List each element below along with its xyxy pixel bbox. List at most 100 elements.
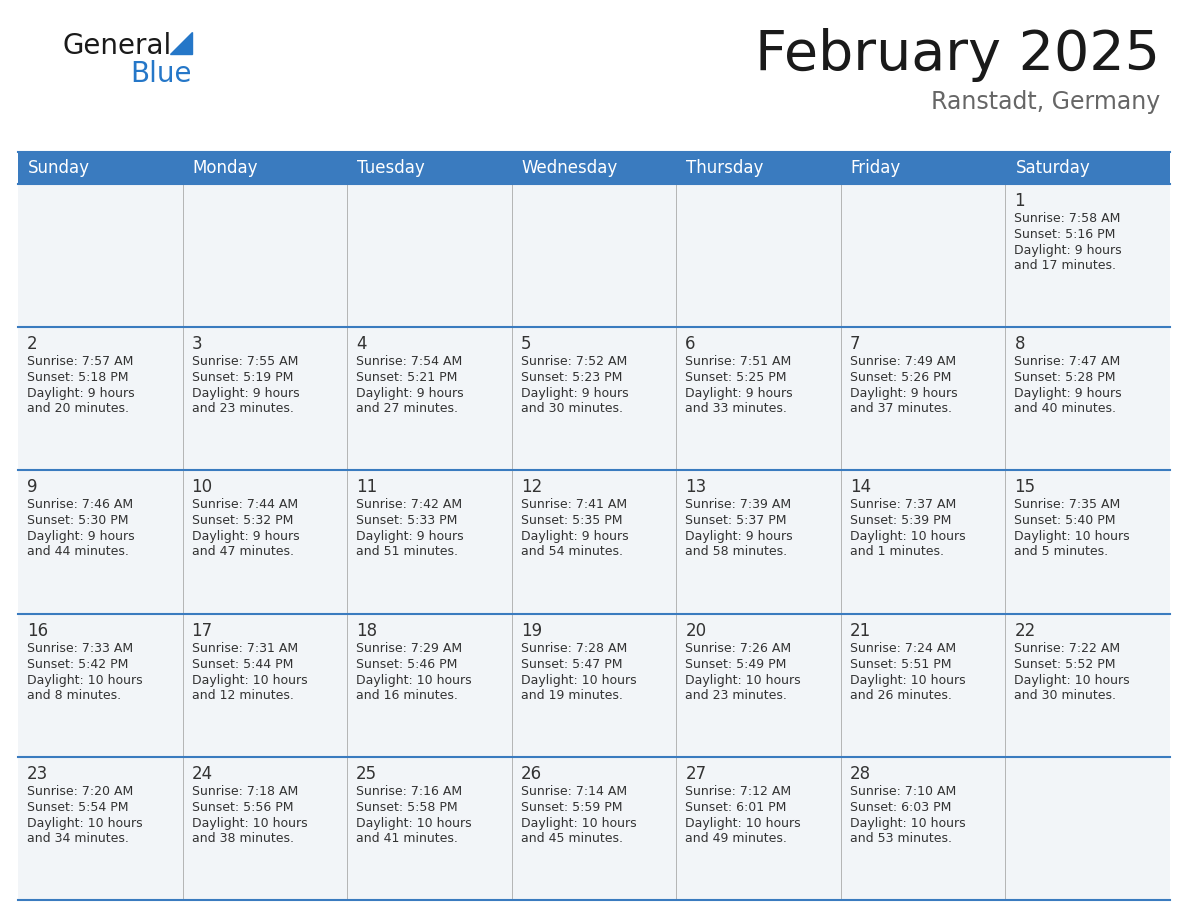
Text: 2: 2 xyxy=(27,335,38,353)
Bar xyxy=(18,756,183,900)
Text: Sunrise: 7:58 AM: Sunrise: 7:58 AM xyxy=(1015,212,1120,225)
Bar xyxy=(183,756,347,900)
Text: Daylight: 10 hours: Daylight: 10 hours xyxy=(520,674,637,687)
Text: Sunrise: 7:18 AM: Sunrise: 7:18 AM xyxy=(191,785,298,798)
Text: Sunrise: 7:37 AM: Sunrise: 7:37 AM xyxy=(849,498,956,511)
Bar xyxy=(347,756,512,900)
Text: Sunset: 5:59 PM: Sunset: 5:59 PM xyxy=(520,800,623,813)
Text: Sunset: 5:52 PM: Sunset: 5:52 PM xyxy=(1015,657,1116,671)
Text: Daylight: 10 hours: Daylight: 10 hours xyxy=(849,674,966,687)
Text: Sunset: 5:47 PM: Sunset: 5:47 PM xyxy=(520,657,623,671)
Text: and 27 minutes.: and 27 minutes. xyxy=(356,402,459,415)
Text: Sunrise: 7:44 AM: Sunrise: 7:44 AM xyxy=(191,498,298,511)
Text: Sunset: 5:37 PM: Sunset: 5:37 PM xyxy=(685,514,786,528)
Bar xyxy=(183,470,347,613)
Text: Sunset: 5:35 PM: Sunset: 5:35 PM xyxy=(520,514,623,528)
Text: Sunrise: 7:57 AM: Sunrise: 7:57 AM xyxy=(27,355,133,368)
Text: Daylight: 10 hours: Daylight: 10 hours xyxy=(849,531,966,543)
Text: Sunrise: 7:10 AM: Sunrise: 7:10 AM xyxy=(849,785,956,798)
Text: and 54 minutes.: and 54 minutes. xyxy=(520,545,623,558)
Bar xyxy=(1005,184,1170,327)
Bar xyxy=(676,184,841,327)
Text: 23: 23 xyxy=(27,765,49,783)
Text: Sunset: 5:26 PM: Sunset: 5:26 PM xyxy=(849,371,952,385)
Text: Daylight: 9 hours: Daylight: 9 hours xyxy=(27,531,134,543)
Bar xyxy=(841,184,1005,327)
Bar xyxy=(512,152,676,184)
Text: Sunrise: 7:20 AM: Sunrise: 7:20 AM xyxy=(27,785,133,798)
Text: Sunrise: 7:12 AM: Sunrise: 7:12 AM xyxy=(685,785,791,798)
Text: 27: 27 xyxy=(685,765,707,783)
Text: Sunset: 6:01 PM: Sunset: 6:01 PM xyxy=(685,800,786,813)
Text: February 2025: February 2025 xyxy=(756,28,1159,82)
Bar xyxy=(676,756,841,900)
Text: Daylight: 9 hours: Daylight: 9 hours xyxy=(191,531,299,543)
Text: 22: 22 xyxy=(1015,621,1036,640)
Text: 16: 16 xyxy=(27,621,49,640)
Polygon shape xyxy=(170,32,192,54)
Text: and 23 minutes.: and 23 minutes. xyxy=(685,688,788,701)
Text: and 58 minutes.: and 58 minutes. xyxy=(685,545,788,558)
Text: and 17 minutes.: and 17 minutes. xyxy=(1015,259,1117,272)
Text: Daylight: 10 hours: Daylight: 10 hours xyxy=(520,817,637,830)
Bar xyxy=(512,184,676,327)
Text: Daylight: 10 hours: Daylight: 10 hours xyxy=(685,674,801,687)
Text: Sunrise: 7:52 AM: Sunrise: 7:52 AM xyxy=(520,355,627,368)
Text: and 37 minutes.: and 37 minutes. xyxy=(849,402,952,415)
Text: and 38 minutes.: and 38 minutes. xyxy=(191,832,293,845)
Text: 18: 18 xyxy=(356,621,378,640)
Bar xyxy=(183,152,347,184)
Text: 15: 15 xyxy=(1015,478,1036,497)
Text: Sunrise: 7:29 AM: Sunrise: 7:29 AM xyxy=(356,642,462,655)
Text: Sunset: 5:56 PM: Sunset: 5:56 PM xyxy=(191,800,293,813)
Text: and 44 minutes.: and 44 minutes. xyxy=(27,545,128,558)
Text: Sunset: 5:39 PM: Sunset: 5:39 PM xyxy=(849,514,952,528)
Bar xyxy=(676,152,841,184)
Text: Blue: Blue xyxy=(129,60,191,88)
Text: 21: 21 xyxy=(849,621,871,640)
Text: 7: 7 xyxy=(849,335,860,353)
Text: 24: 24 xyxy=(191,765,213,783)
Text: and 47 minutes.: and 47 minutes. xyxy=(191,545,293,558)
Bar xyxy=(512,756,676,900)
Bar xyxy=(1005,152,1170,184)
Text: Daylight: 9 hours: Daylight: 9 hours xyxy=(27,387,134,400)
Text: Sunrise: 7:42 AM: Sunrise: 7:42 AM xyxy=(356,498,462,511)
Text: 1: 1 xyxy=(1015,192,1025,210)
Text: and 8 minutes.: and 8 minutes. xyxy=(27,688,121,701)
Bar xyxy=(347,184,512,327)
Text: Sunset: 5:40 PM: Sunset: 5:40 PM xyxy=(1015,514,1116,528)
Text: 17: 17 xyxy=(191,621,213,640)
Text: Sunset: 5:21 PM: Sunset: 5:21 PM xyxy=(356,371,457,385)
Bar xyxy=(18,184,183,327)
Bar xyxy=(347,152,512,184)
Text: Daylight: 9 hours: Daylight: 9 hours xyxy=(1015,387,1121,400)
Text: Daylight: 10 hours: Daylight: 10 hours xyxy=(1015,674,1130,687)
Text: Sunset: 5:51 PM: Sunset: 5:51 PM xyxy=(849,657,952,671)
Text: Daylight: 10 hours: Daylight: 10 hours xyxy=(191,817,308,830)
Text: Sunrise: 7:49 AM: Sunrise: 7:49 AM xyxy=(849,355,956,368)
Bar xyxy=(18,152,183,184)
Text: Sunset: 6:03 PM: Sunset: 6:03 PM xyxy=(849,800,952,813)
Text: Daylight: 9 hours: Daylight: 9 hours xyxy=(191,387,299,400)
Text: Sunrise: 7:55 AM: Sunrise: 7:55 AM xyxy=(191,355,298,368)
Text: Sunset: 5:58 PM: Sunset: 5:58 PM xyxy=(356,800,457,813)
Text: 6: 6 xyxy=(685,335,696,353)
Text: Daylight: 10 hours: Daylight: 10 hours xyxy=(849,817,966,830)
Text: Monday: Monday xyxy=(192,159,258,177)
Text: 3: 3 xyxy=(191,335,202,353)
Bar xyxy=(676,613,841,756)
Text: and 30 minutes.: and 30 minutes. xyxy=(1015,688,1117,701)
Text: Sunset: 5:32 PM: Sunset: 5:32 PM xyxy=(191,514,293,528)
Text: Sunrise: 7:28 AM: Sunrise: 7:28 AM xyxy=(520,642,627,655)
Text: 10: 10 xyxy=(191,478,213,497)
Text: Daylight: 10 hours: Daylight: 10 hours xyxy=(27,817,143,830)
Bar xyxy=(18,327,183,470)
Text: Sunrise: 7:14 AM: Sunrise: 7:14 AM xyxy=(520,785,627,798)
Text: and 19 minutes.: and 19 minutes. xyxy=(520,688,623,701)
Bar xyxy=(676,470,841,613)
Bar xyxy=(841,470,1005,613)
Text: and 40 minutes.: and 40 minutes. xyxy=(1015,402,1117,415)
Text: 26: 26 xyxy=(520,765,542,783)
Text: 12: 12 xyxy=(520,478,542,497)
